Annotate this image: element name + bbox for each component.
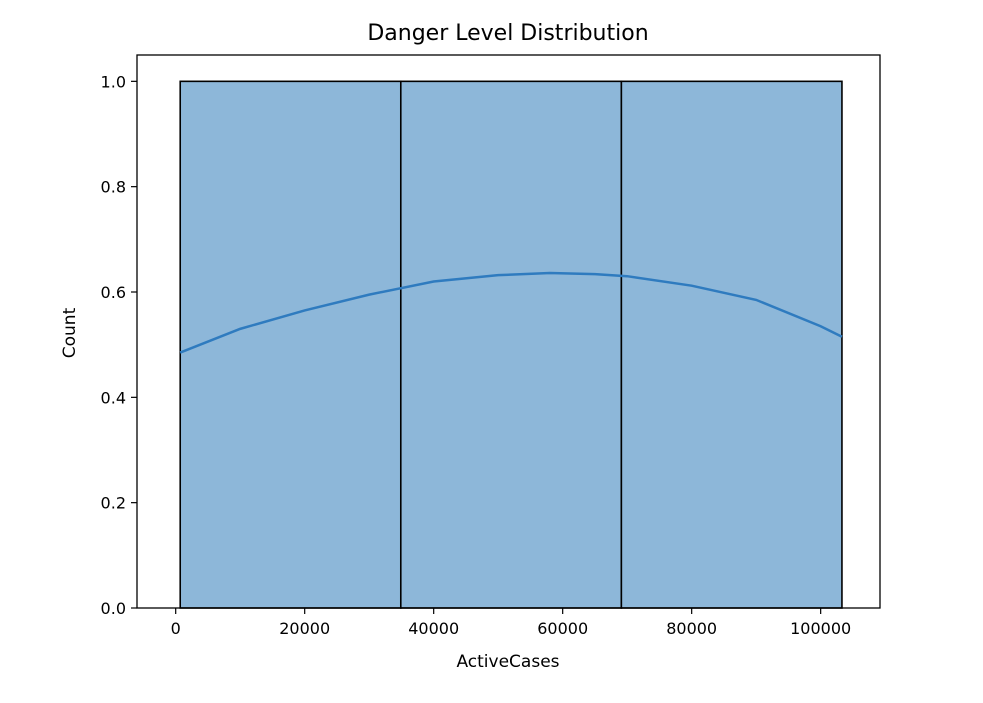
y-tick-label: 0.2 (101, 494, 126, 513)
x-tick-label: 40000 (408, 619, 459, 638)
x-axis-label: ActiveCases (456, 652, 559, 672)
histogram-bar-1 (179, 80, 402, 609)
y-axis: 0.0 0.2 0.4 0.6 0.8 1.0 (101, 72, 137, 618)
y-tick-label: 0.4 (101, 388, 126, 407)
histogram-bar-2 (399, 80, 623, 609)
x-tick-label: 20000 (279, 619, 330, 638)
y-axis-label: Count (60, 307, 80, 358)
y-tick-label: 1.0 (101, 72, 126, 91)
plot-frame (136, 54, 881, 609)
kde-density-line (179, 271, 843, 354)
chart-title: Danger Level Distribution (367, 21, 648, 46)
x-tick-label: 0 (171, 619, 181, 638)
x-tick-label: 60000 (537, 619, 588, 638)
x-tick-label: 80000 (666, 619, 717, 638)
y-tick-label: 0.6 (101, 283, 126, 302)
x-axis: 0 20000 40000 60000 80000 100000 (171, 608, 851, 638)
histogram-bar-3 (620, 80, 843, 609)
y-tick-label: 0.0 (101, 599, 126, 618)
y-tick-label: 0.8 (101, 178, 126, 197)
x-tick-label: 100000 (790, 619, 851, 638)
histogram-bars (179, 80, 843, 609)
